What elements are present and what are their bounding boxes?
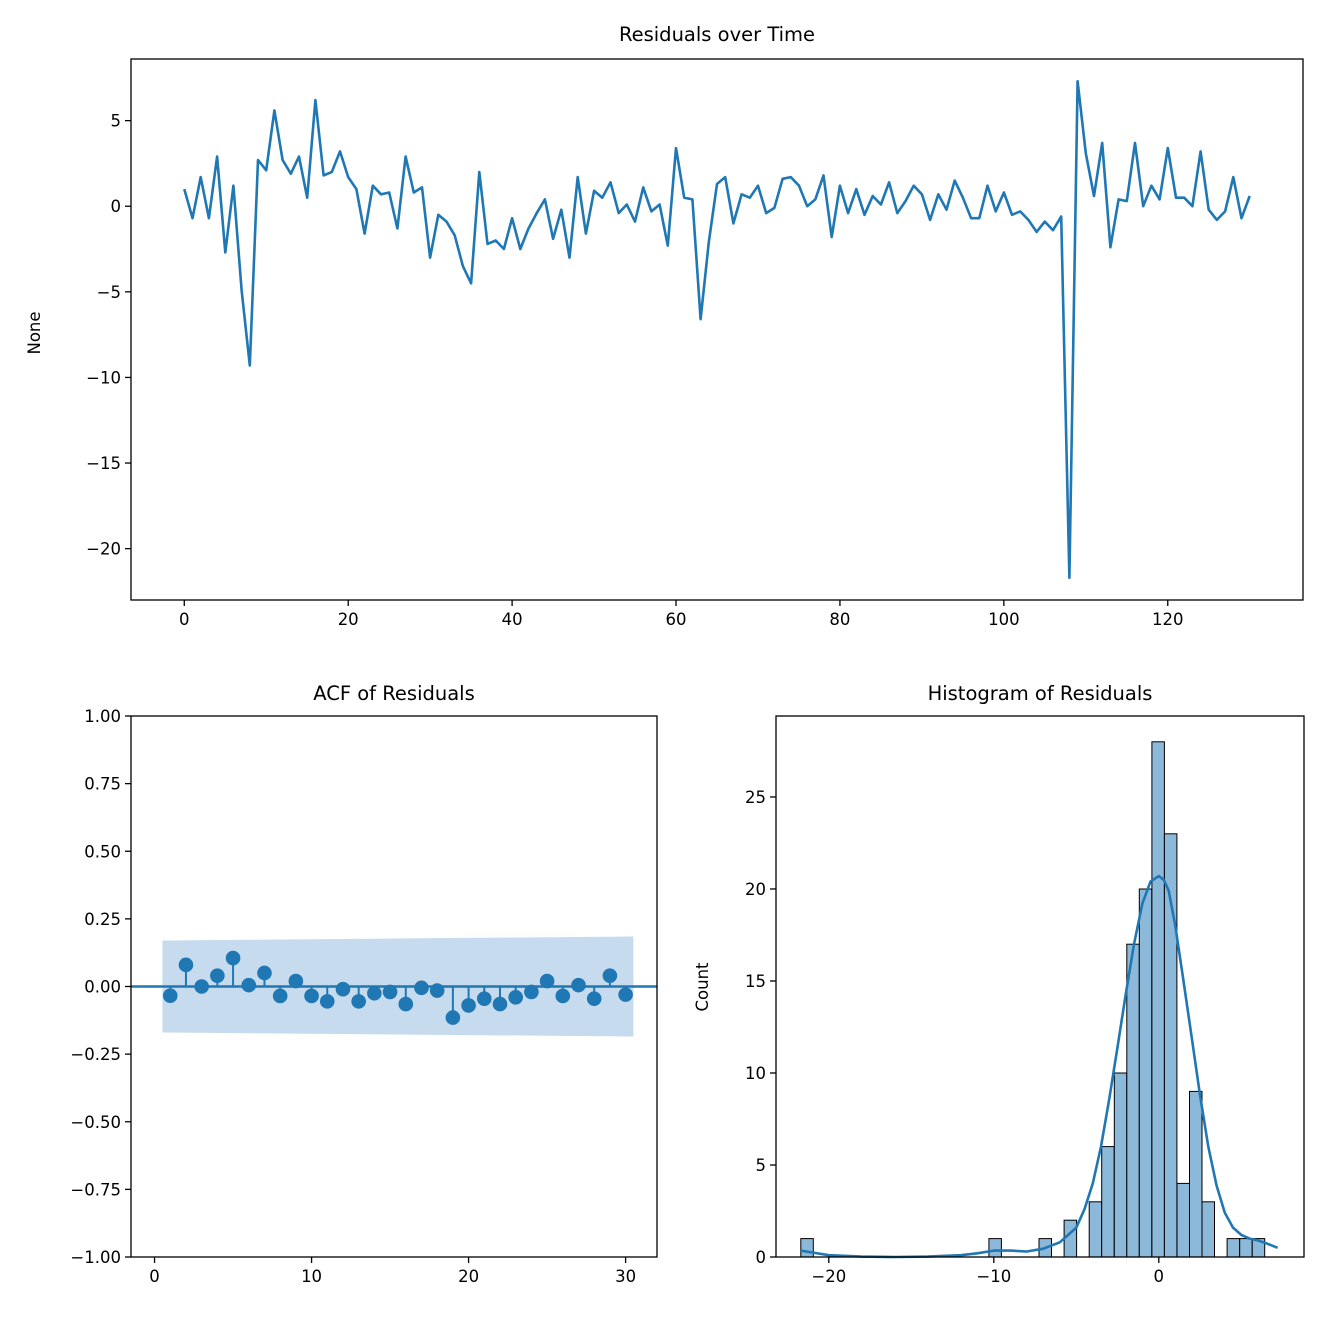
kde-curve <box>800 874 1279 1259</box>
acf-point <box>555 988 571 1004</box>
acf-point <box>429 983 445 998</box>
y-tick-label: −5 <box>97 283 121 302</box>
histogram-bar <box>1201 1201 1215 1258</box>
acf-point <box>288 973 304 989</box>
histogram-bar <box>800 1238 814 1258</box>
chart-title: ACF of Residuals <box>313 682 475 705</box>
histogram-bar <box>1088 1201 1103 1258</box>
plot-frame <box>130 58 1304 601</box>
residuals-line <box>183 80 1251 580</box>
chart-title: Histogram of Residuals <box>928 682 1153 705</box>
x-tick-label: 60 <box>666 610 687 629</box>
histogram-bar <box>1151 741 1165 1258</box>
y-tick-label: −15 <box>86 454 121 473</box>
histogram-bar <box>1189 1090 1203 1258</box>
acf-point <box>602 968 618 983</box>
histogram-bar <box>1176 1182 1190 1258</box>
y-tick-label: 15 <box>745 972 766 991</box>
acf-point <box>304 988 319 1004</box>
histogram-bar <box>1138 888 1153 1258</box>
acf-point <box>225 950 241 966</box>
acf-point <box>178 957 194 973</box>
acf-point <box>571 977 586 993</box>
y-tick-label: −0.75 <box>70 1180 121 1199</box>
acf-chart: ACF of Residuals 0 10 20 30 1.00 0.75 0.50 0.25… <box>70 682 658 1286</box>
y-tick-label: 25 <box>745 788 766 807</box>
acf-point <box>445 1010 461 1025</box>
acf-point <box>618 987 633 1002</box>
x-tick-label: 10 <box>301 1267 322 1286</box>
plot-frame <box>130 715 658 1258</box>
acf-point <box>508 990 523 1005</box>
y-tick-label: 0 <box>756 1248 767 1267</box>
x-tick-label: −20 <box>811 1267 846 1286</box>
histogram-bar <box>1113 1072 1128 1258</box>
y-axis-label: None <box>25 311 44 354</box>
x-tick-label: 40 <box>502 610 523 629</box>
x-tick-label: 20 <box>338 610 359 629</box>
acf-point <box>476 991 492 1006</box>
histogram-bar <box>1126 943 1140 1258</box>
y-tick-label: 0.00 <box>84 978 121 997</box>
y-tick-label: −0.25 <box>70 1045 121 1064</box>
acf-point <box>162 988 178 1003</box>
histogram-bar <box>1063 1219 1078 1258</box>
acf-point <box>367 985 382 1001</box>
acf-point <box>210 968 225 983</box>
acf-point <box>586 991 602 1006</box>
y-tick-label: 0.25 <box>84 910 121 929</box>
acf-point <box>398 996 414 1012</box>
y-tick-label: 1.00 <box>84 707 121 726</box>
y-tick-label: 5 <box>111 112 122 131</box>
y-axis-label: Count <box>693 962 712 1012</box>
x-tick-label: −10 <box>976 1267 1011 1286</box>
x-tick-label: 100 <box>988 610 1020 629</box>
acf-point <box>461 998 476 1013</box>
histogram-bar <box>1239 1238 1253 1258</box>
y-tick-label: −10 <box>86 368 121 387</box>
y-tick-label: −0.50 <box>70 1113 121 1132</box>
x-tick-label: 120 <box>1152 610 1184 629</box>
acf-point <box>319 994 335 1009</box>
acf-point <box>194 979 209 994</box>
x-tick-label: 80 <box>829 610 850 629</box>
residuals-over-time-chart: Residuals over Time None 0 20 40 60 80 100 120… <box>25 23 1304 629</box>
histogram-bar <box>1226 1238 1241 1258</box>
x-tick-label: 0 <box>149 1267 160 1286</box>
acf-point <box>414 980 429 996</box>
acf-point <box>272 988 288 1004</box>
x-tick-label: 0 <box>179 610 190 629</box>
x-tick-label: 30 <box>615 1267 636 1286</box>
x-tick-label: 0 <box>1154 1267 1165 1286</box>
acf-point <box>524 984 539 1000</box>
acf-point <box>492 996 508 1012</box>
y-tick-label: 0.50 <box>84 842 121 861</box>
chart-title: Residuals over Time <box>619 23 815 46</box>
histogram-chart: Histogram of Residuals Count −20 −10 0 0 5 10… <box>693 682 1305 1286</box>
histogram-bar <box>1101 1146 1115 1258</box>
y-tick-label: −1.00 <box>70 1248 121 1267</box>
acf-point <box>335 981 351 997</box>
y-tick-label: 0.75 <box>84 775 121 794</box>
y-tick-label: −20 <box>86 540 121 559</box>
y-tick-label: 10 <box>745 1064 766 1083</box>
acf-point <box>351 994 366 1009</box>
acf-point <box>382 984 398 1000</box>
y-tick-label: 0 <box>111 197 122 216</box>
plot-frame <box>775 715 1305 1258</box>
acf-point <box>241 977 257 993</box>
acf-point <box>257 965 272 981</box>
acf-point <box>539 973 555 989</box>
y-tick-label: 20 <box>745 880 766 899</box>
x-tick-label: 20 <box>458 1267 479 1286</box>
histogram-bar <box>988 1238 1002 1258</box>
y-tick-label: 5 <box>756 1156 767 1175</box>
